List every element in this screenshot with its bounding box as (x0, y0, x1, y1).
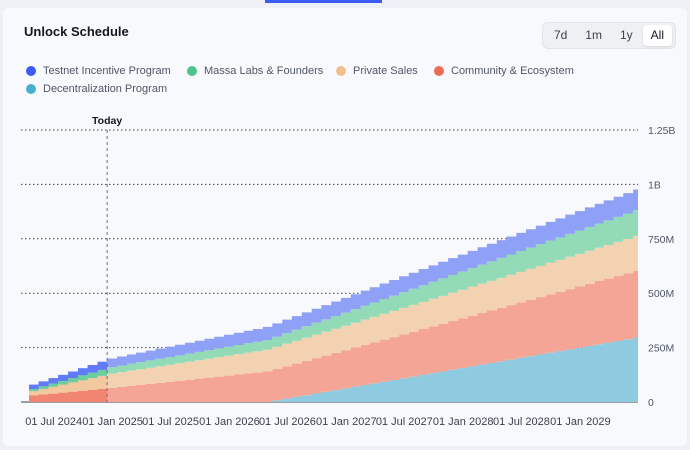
series-area-past (29, 358, 108, 389)
unlock-schedule-card: Unlock Schedule 7d 1m 1y All Testnet Inc… (3, 8, 687, 446)
legend-item-private-sales[interactable]: Private Sales (336, 65, 418, 77)
legend-dot (26, 66, 36, 76)
x-tick-label: 01 Jul 2027 (376, 416, 433, 428)
legend-dot (336, 66, 346, 76)
legend-dot (26, 84, 36, 94)
range-7d-button[interactable]: 7d (553, 28, 568, 42)
y-tick-label: 500M (648, 288, 674, 300)
series-area-past (29, 387, 108, 402)
legend-dot (187, 66, 197, 76)
y-tick-label: 750M (648, 234, 674, 246)
range-1m-button[interactable]: 1m (585, 28, 602, 42)
x-tick-label: 01 Jul 2026 (259, 416, 316, 428)
x-tick-label: 01 Jul 2024 (25, 416, 82, 428)
legend-label: Testnet Incentive Program (43, 65, 171, 77)
y-tick-label: 1.25B (648, 125, 675, 137)
series-area-community-ecosystem (29, 270, 638, 402)
today-label: Today (92, 115, 122, 127)
x-tick-label: 01 Jan 2026 (199, 416, 260, 428)
legend-item-testnet-incentive[interactable]: Testnet Incentive Program (26, 65, 171, 77)
x-tick-label: 01 Jul 2028 (493, 416, 550, 428)
legend-label: Decentralization Program (43, 83, 168, 95)
x-tick-label: 01 Jul 2025 (142, 416, 199, 428)
y-tick-label: 250M (648, 343, 674, 355)
legend-label: Massa Labs & Founders (204, 65, 324, 77)
x-tick-label: 01 Jan 2028 (433, 416, 494, 428)
legend-item-massa-labs-founders[interactable]: Massa Labs & Founders (187, 65, 323, 77)
legend-dot (434, 66, 444, 76)
range-all-button[interactable]: All (642, 25, 672, 46)
time-range-selector: 7d 1m 1y All (541, 22, 676, 49)
y-tick-label: 1B (648, 179, 661, 191)
legend-label: Community & Ecosystem (451, 65, 574, 77)
y-tick-label: 0 (648, 397, 654, 409)
range-1y-button[interactable]: 1y (619, 28, 633, 42)
chart-title: Unlock Schedule (24, 24, 129, 39)
legend-item-decentralization-program[interactable]: Decentralization Program (26, 83, 167, 95)
active-tab-indicator (265, 0, 382, 3)
x-tick-label: 01 Jan 2025 (82, 416, 143, 428)
legend-label: Private Sales (353, 65, 418, 77)
legend-item-community-ecosystem[interactable]: Community & Ecosystem (434, 65, 574, 77)
x-tick-label: 01 Jan 2029 (550, 416, 611, 428)
x-tick-label: 01 Jan 2027 (316, 416, 377, 428)
series-area-decentralization-program (29, 337, 638, 402)
